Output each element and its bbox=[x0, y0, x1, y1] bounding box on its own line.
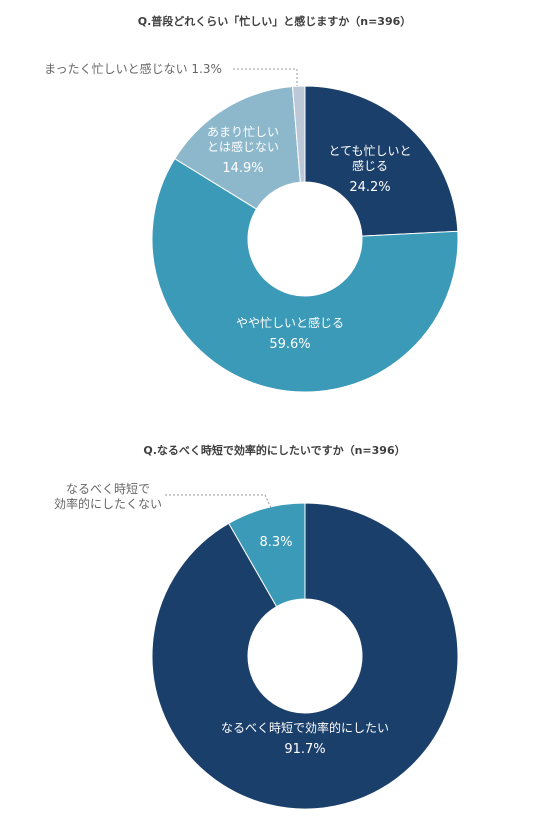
chart-efficiency: Q.なるべく時短で効率的にしたいですか（n=396） なるべく時短で効率的にした… bbox=[0, 420, 549, 829]
value-label-efficiency-0: 91.7% bbox=[284, 742, 325, 757]
label-busy-3: まったく忙しいと感じない 1.3% bbox=[44, 61, 222, 76]
label-efficiency-1-line-1: 効率的にしたくない bbox=[54, 496, 162, 511]
label-efficiency-1-line-0: なるべく時短で bbox=[66, 482, 150, 496]
value-label-busy-2: 14.9% bbox=[222, 161, 263, 176]
leader-line-busy-3 bbox=[233, 68, 298, 86]
label-efficiency-0-line-0: なるべく時短で効率的にしたい bbox=[221, 720, 389, 735]
leader-line-efficiency-1 bbox=[165, 494, 273, 511]
slice-busy-1 bbox=[151, 157, 459, 393]
slice-busy-0 bbox=[304, 85, 459, 237]
slice-efficiency-1 bbox=[228, 502, 306, 608]
label-busy-2-line-1: とは感じない bbox=[207, 139, 279, 154]
slice-busy-3 bbox=[291, 85, 306, 183]
label-busy-0-line-0: とても忙しいと bbox=[328, 144, 411, 158]
value-label-busy-0: 24.2% bbox=[349, 180, 390, 195]
label-busy-1-line-0: やや忙しいと感じる bbox=[236, 315, 344, 330]
chart-title-busy: Q.普段どれくらい「忙しい」と感じますか（n=396） bbox=[137, 15, 412, 28]
slice-busy-2 bbox=[174, 85, 301, 210]
label-busy-0-line-1: 感じる bbox=[352, 158, 388, 173]
value-label-efficiency-1: 8.3% bbox=[259, 535, 292, 550]
chart-busy: Q.普段どれくらい「忙しい」と感じますか（n=396） とても忙しいと 感じる 24… bbox=[0, 0, 549, 410]
slice-efficiency-0 bbox=[151, 502, 459, 810]
value-label-busy-1: 59.6% bbox=[269, 337, 310, 352]
label-busy-2-line-0: あまり忙しい bbox=[207, 125, 279, 139]
chart-title-efficiency: Q.なるべく時短で効率的にしたいですか（n=396） bbox=[143, 444, 406, 457]
